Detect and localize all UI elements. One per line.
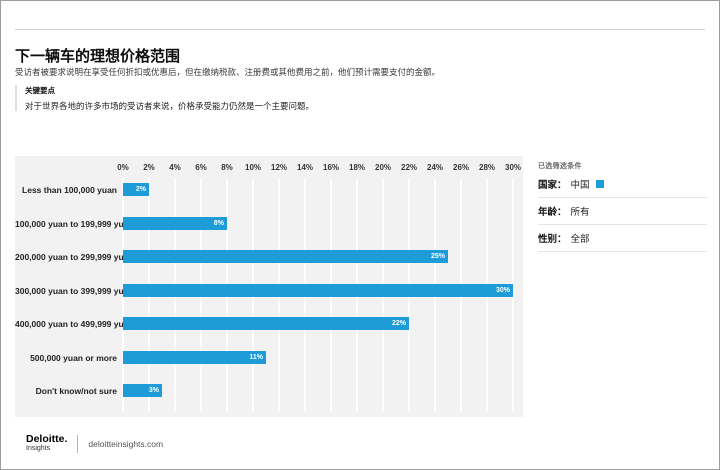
country-color-swatch — [595, 180, 604, 188]
footer: Deloitte. Insights deloitteinsights.com — [26, 434, 163, 453]
bar[interactable]: 3% — [123, 384, 162, 397]
filter-panel: 已选筛选条件 国家： 中国 年龄： 所有 性别： 全部 — [538, 161, 707, 252]
bar[interactable]: 2% — [123, 183, 149, 196]
x-axis-tick: 2% — [143, 163, 155, 172]
bar-value-label: 11% — [249, 353, 263, 361]
filter-label-gender: 性别： — [538, 234, 567, 245]
filter-value-age: 所有 — [570, 207, 590, 218]
filter-row-country[interactable]: 国家： 中国 — [538, 171, 707, 198]
category-label: 500,000 yuan or more — [30, 352, 117, 363]
category-label: 100,000 yuan to 199,999 yuan — [15, 218, 134, 229]
key-points-block: 关键要点 对于世界各地的许多市场的受访者来说，价格承受能力仍然是一个主要问题。 — [15, 85, 455, 111]
deloitte-logo: Deloitte. Insights — [26, 434, 67, 453]
x-axis-tick: 28% — [478, 163, 496, 172]
footer-divider — [77, 434, 79, 453]
x-axis-tick: 16% — [322, 163, 340, 172]
top-divider — [15, 29, 705, 30]
page-subtitle: 受访者被要求说明在享受任何折扣或优惠后，但在缴纳税款、注册费或其他费用之前，他们… — [15, 66, 441, 77]
x-axis-tick: 0% — [117, 163, 129, 172]
x-axis-tick: 12% — [270, 163, 288, 172]
bar[interactable]: 30% — [123, 283, 513, 297]
bar[interactable]: 25% — [123, 250, 448, 263]
bar-value-label: 30% — [495, 286, 510, 294]
bar-value-label: 25% — [430, 253, 445, 260]
x-axis-tick: 8% — [221, 163, 233, 172]
category-label: 400,000 yuan to 499,999 yuan — [15, 319, 134, 329]
x-axis-tick: 30% — [504, 163, 522, 172]
category-label: 200,000 yuan to 299,999 yuan — [15, 252, 134, 262]
bar-value-label: 8% — [213, 219, 224, 227]
filter-label-age: 年龄： — [538, 207, 567, 218]
page-title: 下一辆车的理想价格范围 — [15, 48, 181, 66]
x-axis-tick: 6% — [195, 163, 207, 172]
bar[interactable]: 22% — [123, 317, 409, 330]
insights-wordmark: Insights — [26, 445, 51, 452]
x-axis-tick: 4% — [169, 163, 181, 172]
bar-value-label: 3% — [148, 387, 159, 394]
x-axis-tick: 10% — [244, 163, 262, 172]
filter-heading: 已选筛选条件 — [538, 163, 582, 170]
bar[interactable]: 11% — [123, 350, 266, 364]
category-label: Don't know/not sure — [35, 386, 117, 396]
filter-label-country: 国家： — [538, 180, 567, 191]
chart-plot: 0% 2% 4% 6% 8% 10% 12% 14% 16% 18% 20% 22% 24% 26% 28%… — [15, 156, 523, 417]
bar-value-label: 22% — [391, 320, 406, 327]
category-label: Less than 100,000 yuan — [22, 185, 117, 195]
x-axis-tick: 24% — [426, 163, 444, 172]
x-axis-tick: 18% — [348, 163, 366, 172]
filter-row-gender[interactable]: 性别： 全部 — [538, 225, 707, 252]
bar-value-label: 2% — [135, 186, 146, 193]
bar[interactable]: 8% — [123, 216, 227, 230]
x-axis-tick: 22% — [400, 163, 418, 172]
footer-site-link[interactable]: deloitteinsights.com — [88, 438, 164, 449]
filter-value-gender: 全部 — [570, 234, 590, 245]
gridline — [512, 178, 514, 411]
filter-row-age[interactable]: 年龄： 所有 — [538, 198, 707, 225]
x-axis-tick: 14% — [296, 163, 314, 172]
key-points-text: 对于世界各地的许多市场的受访者来说，价格承受能力仍然是一个主要问题。 — [25, 101, 315, 111]
category-label: 300,000 yuan to 399,999 yuan — [15, 285, 134, 296]
x-axis-tick: 20% — [374, 163, 392, 172]
key-points-heading: 关键要点 — [25, 86, 55, 95]
x-axis-tick: 26% — [452, 163, 470, 172]
filter-value-country: 中国 — [570, 180, 590, 191]
deloitte-wordmark: Deloitte. — [26, 433, 68, 445]
